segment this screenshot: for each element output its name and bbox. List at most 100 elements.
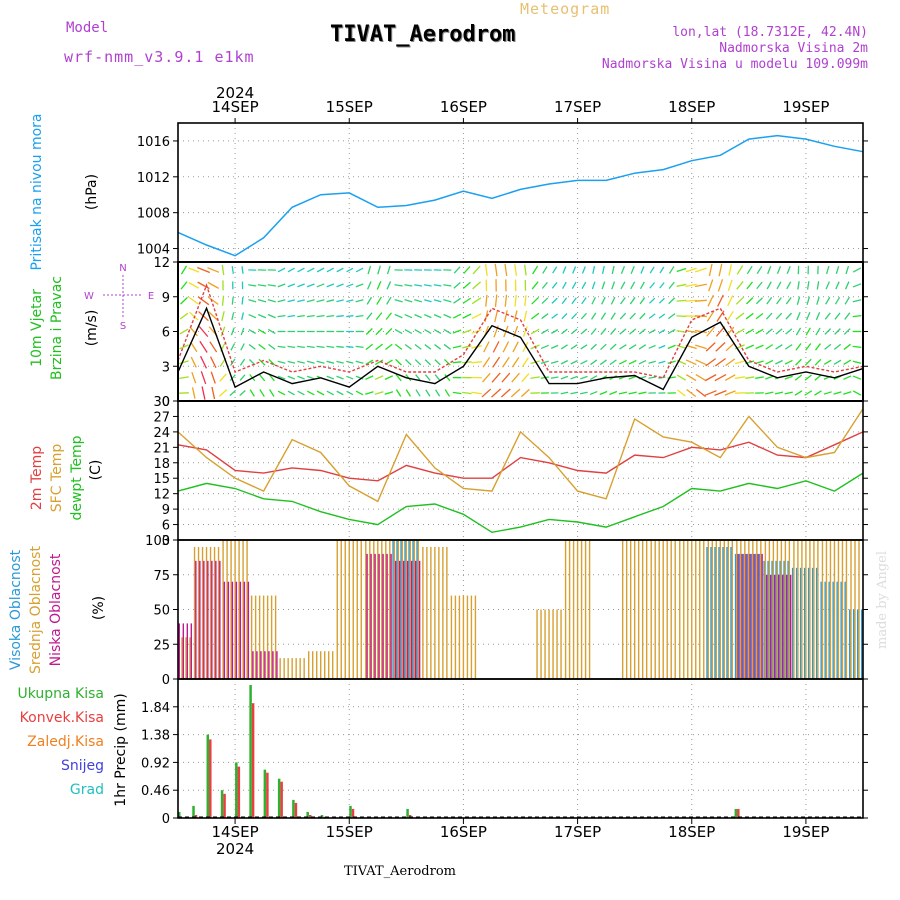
wind-arrow	[384, 375, 394, 380]
wind-arrow	[581, 281, 587, 290]
y-tick-label: 15	[153, 472, 170, 487]
wind-arrow	[306, 299, 315, 303]
wind-arrow	[648, 376, 656, 379]
wind-arrow	[414, 299, 423, 303]
y-tick-label: 3	[162, 534, 170, 549]
total-precip-bar	[192, 805, 195, 818]
wind-arrow	[570, 344, 578, 350]
precip-legend-hail: Grad	[70, 782, 104, 798]
wind-arrow	[843, 328, 851, 335]
wind-arrow	[241, 296, 244, 305]
wind-arrow	[316, 390, 325, 396]
total-precip-bar	[249, 685, 252, 818]
y-tick-label: 21	[153, 441, 170, 456]
wind-arrow	[676, 374, 687, 381]
wind-arrow	[833, 343, 842, 350]
wind-arrow	[494, 294, 498, 307]
wind-arrow	[491, 372, 501, 383]
wind-arrow	[207, 267, 220, 273]
wind-arrow	[735, 328, 745, 335]
wind-arrow	[395, 389, 402, 397]
wind-arrow	[231, 296, 234, 305]
y-tick-label: 25	[153, 638, 170, 653]
wind-arrow	[532, 265, 539, 275]
total-precip-bar	[178, 811, 181, 818]
wind-arrow	[481, 372, 491, 383]
wind-arrow	[725, 358, 736, 367]
wind-arrow	[618, 359, 627, 365]
wind-arrow	[191, 371, 197, 384]
wind-arrow	[825, 296, 831, 305]
wind-arrow	[218, 389, 228, 397]
temp-unit-label: (C)	[88, 460, 104, 481]
wind-arrow	[589, 390, 598, 396]
lonlat-label: lon,lat (18.7312E, 42.4N)	[672, 25, 868, 40]
wind-arrow	[581, 297, 587, 305]
temp-2m-line	[177, 431, 864, 482]
wind-arrow	[307, 267, 315, 273]
wind-arrow	[316, 360, 325, 364]
total-precip-bar	[306, 811, 309, 818]
wind-arrow	[484, 264, 488, 276]
wind-arrow	[541, 313, 549, 320]
credit-watermark: made by Angel	[875, 551, 890, 649]
wind-arrow	[852, 375, 862, 380]
y-tick-label: 30	[153, 395, 170, 410]
wind-arrow	[550, 344, 559, 349]
wind-arrow	[336, 267, 344, 273]
wind-arrow	[366, 296, 373, 305]
wind-arrow	[336, 360, 344, 364]
wind-arrow	[745, 344, 755, 350]
wind-arrow	[716, 310, 725, 322]
wind-arrow	[685, 329, 697, 334]
wind-arrow	[825, 265, 830, 275]
wind-arrow	[717, 294, 724, 307]
wind-arrow	[209, 356, 217, 369]
wind-arrow	[852, 345, 862, 349]
wind-arrow	[746, 281, 754, 290]
total-precip-bar	[320, 814, 324, 818]
wind-gust-line	[177, 283, 864, 379]
wind-arrow	[590, 312, 597, 320]
wind-arrow	[845, 265, 850, 275]
wind-arrow	[639, 312, 646, 320]
wind-arrow	[179, 376, 189, 380]
wind-arrow	[268, 343, 276, 350]
wind-arrow	[414, 344, 422, 350]
wind-arrow	[471, 313, 482, 320]
wind-arrow	[609, 343, 617, 351]
wind-arrow	[316, 283, 325, 288]
wind-arrow	[485, 294, 488, 307]
wind-arrow	[258, 358, 266, 366]
wind-arrow	[630, 281, 636, 290]
wind-arrow	[590, 359, 598, 366]
wind-arrow	[443, 358, 451, 366]
wind-arrow	[523, 310, 528, 322]
wind-arrow	[834, 328, 841, 335]
wind-arrow	[287, 315, 296, 318]
pressure-line	[177, 134, 864, 257]
wind-arrow	[560, 344, 568, 350]
wind-arrow	[531, 281, 539, 290]
wind-arrow	[277, 375, 286, 380]
wind-arrow	[462, 313, 472, 319]
wind-arrow	[542, 266, 548, 274]
wind-arrow	[433, 314, 442, 319]
wind-arrow	[685, 283, 697, 288]
wind-arrow	[676, 315, 687, 318]
wind-arrow	[784, 375, 793, 380]
wind-arrow	[765, 312, 773, 320]
pressure-panel-frame	[177, 122, 864, 263]
y-tick-label: 1.38	[141, 729, 170, 744]
wind-arrow	[552, 266, 558, 274]
wind-arrow	[755, 297, 764, 305]
y-tick-label: 6	[162, 326, 170, 341]
y-tick-label: 100	[145, 534, 170, 549]
wind-arrow	[658, 329, 666, 334]
wind-arrow	[394, 284, 403, 287]
y-tick-label: 24	[153, 426, 170, 441]
wind-arrow	[717, 279, 724, 292]
wind-arrow	[706, 310, 715, 322]
wind-arrow	[695, 267, 707, 273]
wind-arrow	[694, 283, 707, 288]
